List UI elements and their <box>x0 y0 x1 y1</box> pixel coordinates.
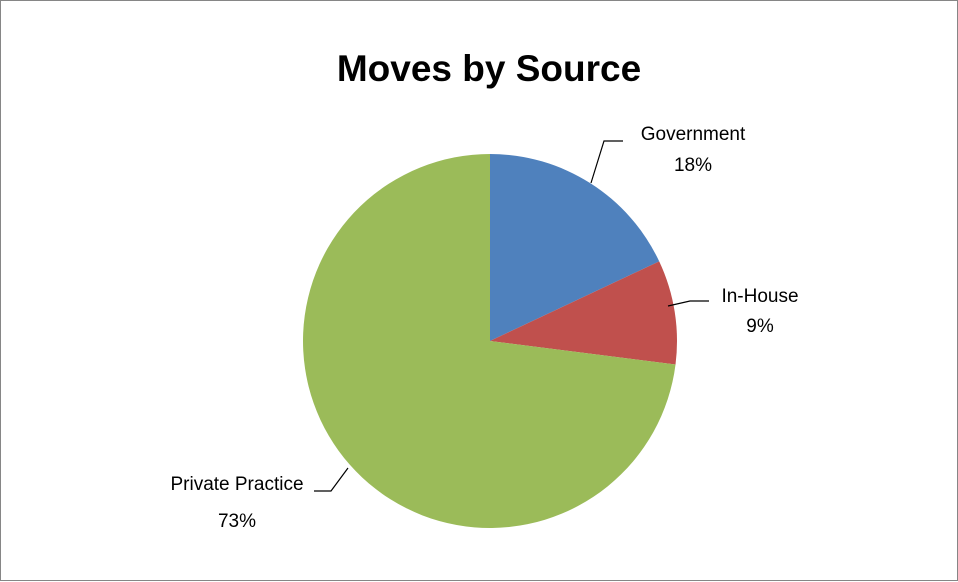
leader-lines <box>314 140 709 492</box>
pie-slices <box>303 154 678 528</box>
leader-line-government <box>590 140 623 184</box>
pie-slice-private-practice <box>303 154 676 528</box>
data-label-private-practice-name: Private Practice <box>170 474 303 495</box>
data-label-government-value: 18% <box>674 155 712 176</box>
pie-slice-government <box>490 154 660 341</box>
data-label-in-house-name: In-House <box>721 286 798 307</box>
pie-slice-in-house <box>490 261 678 365</box>
data-label-in-house-value: 9% <box>746 316 774 337</box>
chart-title: Moves by Source <box>337 48 641 89</box>
data-label-private-practice-value: 73% <box>218 511 256 532</box>
data-label-government-name: Government <box>641 124 746 145</box>
leader-line-in-house <box>667 300 709 307</box>
leader-line-private-practice <box>314 467 349 492</box>
